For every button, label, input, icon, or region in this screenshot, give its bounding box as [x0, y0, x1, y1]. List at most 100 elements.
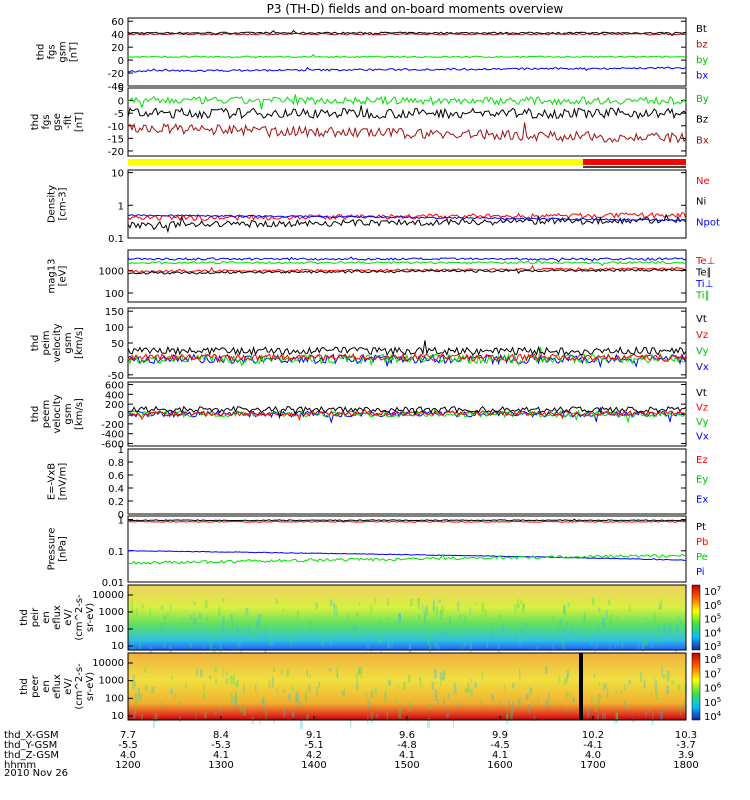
panel-efield: E=-VxB[mV/m] 1 0.8 0.6 0.4 0.2 0 Ez Ey Ex — [47, 445, 709, 521]
xaxis-tick-label: 4.1 — [213, 750, 229, 761]
peir-spec-texture — [219, 644, 222, 655]
peer-spec-texture — [171, 675, 173, 680]
peir-spec-texture — [425, 605, 429, 616]
peir-spec-colorbar-tick: 105 — [704, 613, 721, 626]
peir-spec-texture — [438, 645, 440, 650]
peer-spec-ytick: 10 — [111, 711, 124, 722]
fgs-gsm-ytick: 60 — [111, 17, 124, 28]
peir-spec-texture — [327, 622, 329, 628]
peem-velocity-ytick: 400 — [105, 390, 124, 401]
peem-velocity-ytick: -200 — [101, 420, 124, 431]
peer-spec-texture — [265, 710, 268, 721]
peir-spec-texture — [395, 623, 398, 632]
peer-spec-texture — [291, 685, 294, 692]
peer-spec-texture — [533, 716, 536, 722]
peir-velocity-ytick: 50 — [111, 339, 124, 350]
peir-spec-texture — [409, 598, 413, 607]
peer-spec-texture — [442, 673, 446, 681]
peir-spec-texture — [310, 634, 313, 643]
peer-spec-texture — [655, 691, 658, 700]
xaxis-tick-label: 1500 — [394, 760, 419, 771]
peer-spec-texture — [566, 691, 569, 698]
peir-spec-texture — [170, 604, 172, 612]
peir-spec-texture — [641, 641, 645, 652]
peer-spec-texture — [615, 712, 618, 720]
peir-spec-texture — [469, 606, 471, 616]
peir-spec-ylabel: thdpeirenefluxeV/(cm^2-s-sr-eV) — [19, 594, 96, 641]
fgs-gse-ytick: 0 — [118, 97, 124, 108]
peir-spec-texture — [131, 636, 135, 647]
fgs-gsm-legend-0: Bt — [696, 24, 707, 35]
peer-spec-texture — [365, 694, 368, 698]
peer-spec-texture — [666, 685, 669, 694]
peir-spec-texture — [562, 627, 565, 634]
peir-velocity-legend-1: Vz — [696, 330, 708, 341]
peer-spec-texture — [527, 694, 529, 698]
peer-spec-texture — [144, 668, 147, 673]
peir-spec-texture — [484, 609, 487, 617]
peer-spec-texture — [506, 713, 509, 724]
peer-spec-texture — [544, 666, 548, 674]
peer-spec-texture — [336, 674, 339, 679]
pressure-series-Pi — [127, 549, 687, 561]
peir-spec-texture — [315, 602, 318, 609]
peir-spec-texture — [355, 637, 357, 643]
peir-spec-texture — [193, 612, 195, 617]
peir-spec-texture — [408, 644, 411, 654]
quality-bar-yellow — [128, 159, 583, 165]
peir-spec-texture — [652, 644, 654, 648]
peir-spec-ytick: 100 — [105, 624, 124, 635]
xaxis-tick-label: 7.7 — [120, 730, 136, 741]
peer-spec-texture — [179, 701, 181, 705]
peir-spec-texture — [329, 640, 333, 646]
peem-velocity-legend-1: Vz — [696, 403, 708, 414]
peir-spec-texture — [608, 599, 611, 606]
peer-spec-texture — [587, 708, 590, 718]
peir-spec-texture — [418, 615, 420, 619]
peem-velocity-series-Vt — [127, 405, 687, 420]
peir-spec-texture — [653, 612, 656, 624]
peer-spec-texture — [398, 710, 402, 720]
peir-spec-texture — [658, 602, 661, 610]
fgs-gse-ytick: 5 — [118, 84, 124, 95]
peem-velocity-ytick: -600 — [101, 440, 124, 451]
peer-spec-texture — [214, 710, 217, 715]
fgs-gse-frame — [127, 87, 687, 157]
peir-spec-texture — [457, 601, 460, 611]
xaxis-tick-label: -3.7 — [676, 740, 696, 751]
peir-spec-texture — [422, 603, 424, 613]
peer-spec-texture — [137, 698, 139, 702]
peer-spec-texture — [452, 718, 454, 729]
peer-spec-texture — [174, 694, 177, 699]
peir-spec-texture — [209, 640, 213, 650]
peir-spec-texture — [629, 605, 631, 612]
peir-spec-texture — [461, 644, 464, 651]
peir-velocity-legend-3: Vx — [696, 362, 709, 373]
peir-spec-texture — [163, 622, 166, 628]
peir-spec-texture — [367, 629, 370, 635]
peer-spec-texture — [645, 712, 648, 716]
peer-spec-texture — [651, 718, 654, 726]
temperature-series-Te⊥ — [127, 264, 687, 273]
peir-velocity-ytick: 100 — [105, 323, 124, 334]
peir-spec-texture — [514, 604, 517, 613]
peir-spec-texture — [490, 623, 494, 634]
peir-velocity-legend-2: Vy — [696, 346, 709, 357]
peir-spec-texture — [454, 630, 458, 637]
pressure-series-Pb — [128, 520, 687, 523]
peir-spec-texture — [201, 623, 204, 630]
panel-peir-spec: thdpeirenefluxeV/(cm^2-s-sr-eV)10000 1000… — [19, 584, 722, 661]
density-legend-1: Ni — [696, 197, 706, 208]
pressure-ytick: 0.01 — [102, 578, 124, 589]
peir-spec-texture — [563, 607, 566, 615]
fgs-gsm-ytick: 20 — [111, 43, 124, 54]
peir-spec-texture — [387, 598, 389, 606]
peir-spec-texture — [645, 617, 647, 625]
peer-spec-colorbar-tick: 105 — [704, 696, 721, 709]
peer-spec-texture — [196, 668, 198, 677]
peir-spec-texture — [614, 638, 617, 649]
peir-spec-texture — [643, 638, 647, 646]
temperature-legend-3: Ti∥ — [695, 291, 710, 302]
peir-spec-texture — [558, 637, 561, 642]
